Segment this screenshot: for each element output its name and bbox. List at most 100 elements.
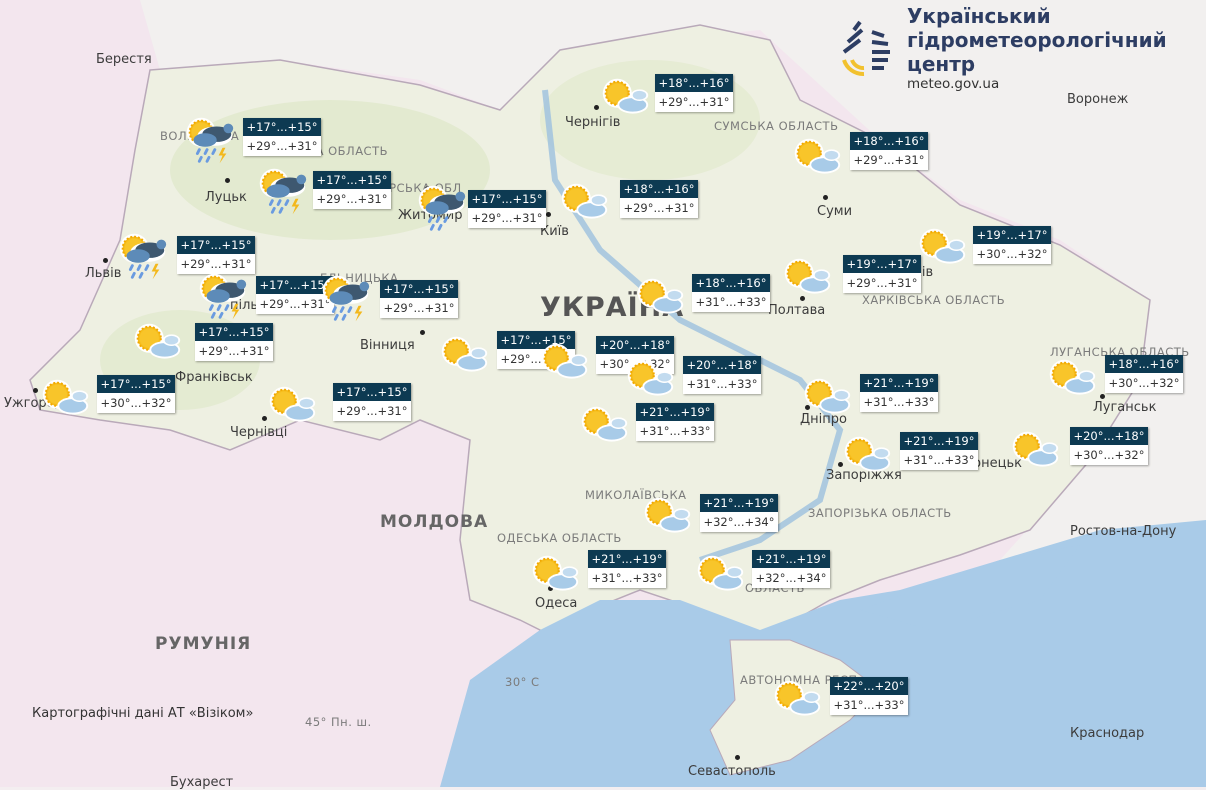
city-label: Одеса	[535, 596, 578, 611]
night-temperature: +21°...+19°	[588, 550, 666, 568]
forecast-box[interactable]: +18°...+16° +29°...+31°	[850, 132, 928, 170]
forecast-box[interactable]: +17°...+15° +29°...+31°	[333, 383, 411, 421]
night-temperature: +21°...+19°	[752, 550, 830, 568]
day-temperature: +30°...+32°	[973, 244, 1051, 264]
day-temperature: +30°...+32°	[1070, 445, 1148, 465]
city-marker	[262, 416, 267, 421]
night-temperature: +20°...+18°	[1070, 427, 1148, 445]
day-temperature: +30°...+32°	[97, 393, 175, 413]
forecast-box[interactable]: +20°...+18°+30°...+32°	[1070, 427, 1148, 465]
forecast-box[interactable]: +20°...+18°+30°...+32°	[596, 336, 674, 374]
forecast-box[interactable]: +21°...+19° +31°...+33°	[900, 432, 978, 470]
region-label: ХАРКІВСЬКА ОБЛАСТЬ	[862, 293, 1006, 307]
partly-cloudy-icon	[788, 133, 846, 189]
country-label: МОЛДОВА	[380, 512, 489, 532]
thunderstorm-icon	[113, 228, 171, 284]
thunderstorm-icon	[316, 270, 374, 326]
forecast-box[interactable]: +21°...+19° +31°...+33°	[636, 403, 714, 441]
forecast-box[interactable]: +21°...+19° +31°...+33°	[588, 550, 666, 588]
night-temperature: +22°...+20°	[830, 677, 908, 695]
city-marker	[548, 586, 553, 591]
foreign-city-label: Бухарест	[170, 775, 234, 790]
forecast-box[interactable]: +21°...+19° +32°...+34°	[700, 494, 778, 532]
city-label: Вінниця	[360, 338, 415, 353]
forecast-box[interactable]: +17°...+15° +29°...+31°	[177, 236, 255, 274]
night-temperature: +21°...+19°	[860, 374, 938, 392]
city-label: Луганськ	[1093, 400, 1157, 415]
foreign-city-label: Берестя	[96, 52, 152, 67]
night-temperature: +18°...+16°	[692, 274, 770, 292]
day-temperature: +32°...+34°	[752, 568, 830, 588]
forecast-box[interactable]: +17°...+15° +29°...+31°	[313, 171, 391, 209]
partly-cloudy-icon	[838, 431, 896, 487]
org-title: Український гідрометеорологічний центр	[907, 4, 1167, 76]
city-label: Чернівці	[230, 425, 288, 440]
forecast-box[interactable]: +18°...+16° +30°...+32°	[1105, 355, 1183, 393]
forecast-box[interactable]: +20°...+18° +31°...+33°	[683, 356, 761, 394]
forecast-box[interactable]: +18°...+16° +31°...+33°	[692, 274, 770, 312]
city-marker	[420, 330, 425, 335]
day-temperature: +29°...+31°	[256, 294, 334, 314]
region-label: ЗАПОРІЗЬКА ОБЛАСТЬ	[808, 506, 952, 520]
forecast-box[interactable]: +19°...+17° +30°...+32°	[973, 226, 1051, 264]
city-label: піль	[230, 298, 259, 313]
day-temperature: +31°...+33°	[860, 392, 938, 412]
night-temperature: +17°...+15°	[195, 323, 273, 341]
city-label: Чернігів	[565, 115, 621, 130]
night-temperature: +17°...+15°	[380, 280, 458, 298]
day-temperature: +29°...+31°	[380, 298, 458, 318]
partly-cloudy-icon	[691, 550, 749, 606]
day-temperature: +29°...+31°	[468, 208, 546, 228]
map-attribution: Картографічні дані АТ «Візіком»	[32, 706, 254, 721]
forecast-box[interactable]: +18°...+16° +29°...+31°	[655, 74, 733, 112]
city-marker	[33, 388, 38, 393]
city-marker	[225, 178, 230, 183]
partly-cloudy-icon	[596, 73, 654, 129]
forecast-box[interactable]: +19°...+17° +29°...+31°	[843, 255, 921, 293]
partly-cloudy-icon	[526, 550, 584, 606]
hydromet-logo-icon	[842, 20, 890, 76]
forecast-box[interactable]: +21°...+19° +31°...+33°	[860, 374, 938, 412]
night-temperature: +21°...+19°	[900, 432, 978, 450]
night-temperature: +17°...+15°	[243, 118, 321, 136]
partly-cloudy-icon	[1043, 354, 1101, 410]
day-temperature: +29°...+31°	[313, 189, 391, 209]
night-temperature: +17°...+15°	[177, 236, 255, 254]
day-temperature: +31°...+33°	[692, 292, 770, 312]
city-marker	[1100, 394, 1105, 399]
night-temperature: +17°...+15°	[313, 171, 391, 189]
forecast-box[interactable]: +22°...+20° +31°...+33°	[830, 677, 908, 715]
night-temperature: +20°...+18°	[596, 336, 674, 354]
forecast-box[interactable]: +17°...+15° +29°...+31°	[256, 276, 334, 314]
night-temperature: +17°...+15°	[97, 375, 175, 393]
region-label: СУМСЬКА ОБЛАСТЬ	[714, 119, 839, 133]
region-label: ОДЕСЬКА ОБЛАСТЬ	[497, 531, 622, 545]
forecast-box[interactable]: +17°...+15° +29°...+31°	[380, 280, 458, 318]
day-temperature: +29°...+31°	[850, 150, 928, 170]
night-temperature: +19°...+17°	[973, 226, 1051, 244]
city-marker	[735, 755, 740, 760]
night-temperature: +17°...+15°	[333, 383, 411, 401]
forecast-box[interactable]: +21°...+19° +32°...+34°	[752, 550, 830, 588]
foreign-city-label: Ростов-на-Дону	[1070, 524, 1177, 539]
forecast-box[interactable]: +17°...+15° +29°...+31°	[468, 190, 546, 228]
forecast-box[interactable]: +17°...+15° +29°...+31°	[243, 118, 321, 156]
partly-cloudy-icon	[435, 331, 493, 387]
city-marker	[838, 462, 843, 467]
foreign-city-label: Краснодар	[1070, 726, 1145, 741]
day-temperature: +29°...+31°	[620, 198, 698, 218]
forecast-box[interactable]: +17°...+15° +29°...+31°	[195, 323, 273, 361]
forecast-box[interactable]: +18°...+16° +29°...+31°	[620, 180, 698, 218]
org-url-link[interactable]: meteo.gov.ua	[907, 76, 1000, 92]
partly-cloudy-icon	[798, 373, 856, 429]
forecast-box[interactable]: +17°...+15° +30°...+32°	[97, 375, 175, 413]
night-temperature: +18°...+16°	[620, 180, 698, 198]
day-temperature: +31°...+33°	[830, 695, 908, 715]
partly-cloudy-icon	[768, 675, 826, 731]
country-label: РУМУНІЯ	[155, 634, 252, 654]
partly-cloudy-icon	[631, 273, 689, 329]
day-temperature: +31°...+33°	[900, 450, 978, 470]
city-marker	[823, 195, 828, 200]
org-title-line: гідрометеорологічний	[907, 28, 1167, 52]
